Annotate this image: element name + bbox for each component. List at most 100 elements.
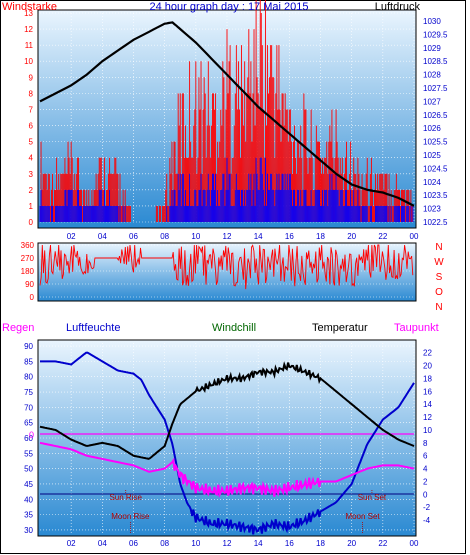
luftdruck-tick: 1025 xyxy=(423,151,441,160)
temperature-tick: 4 xyxy=(423,465,428,474)
luftdruck-tick: 1024 xyxy=(423,178,441,187)
temperature-tick: 10 xyxy=(423,426,432,435)
series-taupunkt xyxy=(39,441,415,498)
humidity-tick: 75 xyxy=(24,388,33,397)
x-tick-label: 22 xyxy=(378,539,387,548)
windstarke-tick: 11 xyxy=(25,41,34,50)
x-tick-label: 20 xyxy=(347,232,356,241)
temperature-tick: 6 xyxy=(423,452,428,461)
moon-annotation: Moon Set xyxy=(345,512,380,521)
chart-title: 24 hour graph day : 17 Mai 2015 xyxy=(149,1,308,13)
luftdruck-tick: 1023 xyxy=(423,205,441,214)
x-tick-label: 08 xyxy=(160,539,169,548)
windstarke-tick: 5 xyxy=(29,138,34,147)
wind-pressure-x-ticks: 02 04 06 08 10 12 14 16 18 20 22 00 xyxy=(67,232,419,241)
luftdruck-tick: 1022.5 xyxy=(423,218,448,227)
windstarke-tick: 9 xyxy=(29,73,34,82)
temp-series xyxy=(39,351,415,535)
humidity-tick: 90 xyxy=(24,342,33,351)
humidity-tick: 60 xyxy=(24,434,33,443)
windstarke-tick: 4 xyxy=(29,154,34,163)
windstarke-tick: 7 xyxy=(29,105,34,114)
x-tick-label: 18 xyxy=(316,232,325,241)
windstarke-label: Windstarke xyxy=(2,1,57,13)
x-tick-label: 16 xyxy=(285,232,294,241)
x-tick-label: 00 xyxy=(410,232,419,241)
compass-letter: S xyxy=(436,272,443,283)
temperature-tick: 12 xyxy=(423,413,432,422)
x-tick-label: 18 xyxy=(316,539,325,548)
x-tick-label: 08 xyxy=(160,232,169,241)
wind-pressure-series xyxy=(39,0,415,222)
temperature-humidity-panel: Regen Luftfeuchte Windchill Temperatur Taupu… xyxy=(2,322,439,548)
legend-regen: Regen xyxy=(2,322,34,334)
x-tick-label: 22 xyxy=(378,232,387,241)
luftdruck-tick: 1026 xyxy=(423,124,441,133)
legend-taupunkt: Taupunkt xyxy=(394,322,439,334)
humidity-tick: 55 xyxy=(24,449,33,458)
temp-x-ticks: 02 04 06 08 10 12 14 16 18 20 22 00 xyxy=(67,539,419,548)
x-tick-label: 04 xyxy=(98,232,107,241)
temperature-tick: 14 xyxy=(423,400,432,409)
moon-annotation: Moon Rise xyxy=(111,512,150,521)
humidity-tick: 70 xyxy=(24,403,33,412)
x-tick-label: 10 xyxy=(191,539,200,548)
temperature-tick: 20 xyxy=(423,362,432,371)
windstarke-tick: 10 xyxy=(24,57,33,66)
series-luftfeuchte xyxy=(40,351,415,535)
windstarke-tick: 6 xyxy=(29,122,34,131)
windstarke-tick: 8 xyxy=(29,89,34,98)
x-tick-label: 00 xyxy=(410,539,419,548)
degree-tick: 90 xyxy=(25,280,34,289)
x-tick-label: 20 xyxy=(347,539,356,548)
x-tick-label: 12 xyxy=(223,232,232,241)
legend-windchill: Windchill xyxy=(212,322,256,334)
luftdruck-tick: 1029 xyxy=(423,44,441,53)
wind-direction-grid xyxy=(40,244,414,298)
humidity-tick: 40 xyxy=(24,495,33,504)
temperature-tick: 0 xyxy=(423,490,428,499)
luftdruck-tick: 1027.5 xyxy=(423,84,448,93)
luftdruck-tick: 1025.5 xyxy=(423,138,448,147)
legend-luftfeuchte: Luftfeuchte xyxy=(66,322,120,334)
temperature-tick: -2 xyxy=(423,503,431,512)
humidity-tick: 85 xyxy=(24,357,33,366)
windstarke-tick: 3 xyxy=(29,170,34,179)
sun-annotation: Sun Rise xyxy=(109,493,142,502)
luftdruck-tick: 1027 xyxy=(423,97,441,106)
humidity-tick: 80 xyxy=(24,373,33,382)
windstarke-tick: 12 xyxy=(24,25,33,34)
temperature-tick: -4 xyxy=(423,516,431,525)
humidity-ticks: 90 85 80 75 70 65 60 55 50 45 40 35 30 xyxy=(24,342,33,535)
x-tick-label: 02 xyxy=(67,232,76,241)
luftdruck-line xyxy=(39,21,415,207)
sun-moon-annotations: Sun Rise Sun Set Moon Rise Moon Set xyxy=(109,490,387,533)
x-tick-label: 02 xyxy=(67,539,76,548)
luftdruck-tick: 1029.5 xyxy=(423,30,448,39)
temperature-tick: 2 xyxy=(423,477,428,486)
wind-direction-trace xyxy=(39,244,414,290)
luftdruck-tick: 1028 xyxy=(423,71,441,80)
temperature-tick: 18 xyxy=(423,374,432,383)
series-temperatur xyxy=(39,361,415,460)
luftdruck-tick: 1026.5 xyxy=(423,111,448,120)
x-tick-label: 16 xyxy=(285,539,294,548)
compass-letter: O xyxy=(435,287,443,298)
luftdruck-ticks: 1030 1029.5 1029 1028.5 1028 1027.5 1027 1026.5… xyxy=(423,17,448,227)
humidity-tick: 50 xyxy=(24,465,33,474)
luftdruck-tick: 1028.5 xyxy=(423,57,448,66)
luftdruck-tick: 1023.5 xyxy=(423,191,448,200)
compass-letter: W xyxy=(434,257,444,268)
luftdruck-label: Luftdruck xyxy=(375,1,421,13)
humidity-tick: 30 xyxy=(24,526,33,535)
luftdruck-tick: 1024.5 xyxy=(423,164,448,173)
temperature-tick: 22 xyxy=(423,349,432,358)
zero-marker: 0 xyxy=(29,430,34,440)
temperature-tick: 16 xyxy=(423,387,432,396)
